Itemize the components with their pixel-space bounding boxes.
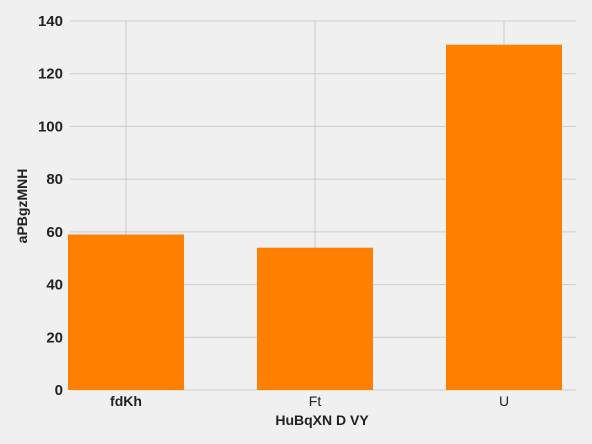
y-tick-label: 60 [46,224,63,241]
y-tick-labels: 0 20 40 60 80 100 120 140 [38,13,63,399]
x-axis-label: HuBqXN D VY [275,412,369,428]
y-tick-label: 0 [55,382,63,399]
bar-u [446,44,562,390]
x-tick-label: U [499,393,509,409]
bars [68,44,562,390]
y-tick-label: 100 [38,118,63,135]
x-tick-label: Ft [309,393,322,409]
x-tick-labels: fdKh Ft U [110,393,509,409]
bar-ft [257,247,373,390]
bar-fdkh [68,234,184,390]
y-axis-label: aPBgzMNH [14,169,30,244]
y-tick-label: 80 [46,171,63,188]
y-tick-label: 20 [46,329,63,346]
x-tick-label: fdKh [110,393,142,409]
y-tick-label: 120 [38,66,63,83]
y-tick-label: 40 [46,277,63,294]
y-tick-label: 140 [38,13,63,30]
